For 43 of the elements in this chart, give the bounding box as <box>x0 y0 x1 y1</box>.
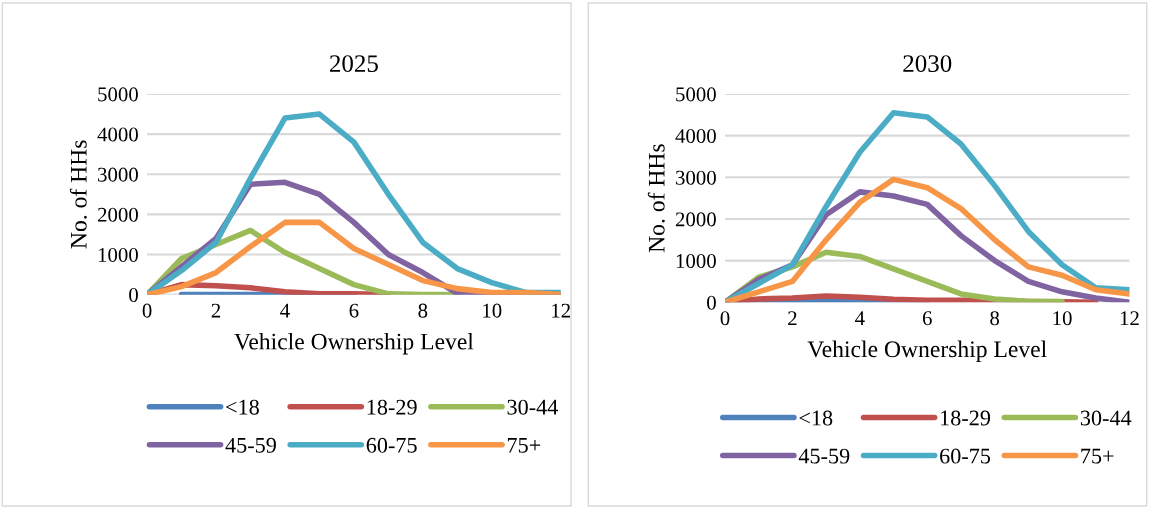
legend-label: 60-75 <box>366 437 417 453</box>
chart-title: 2025 <box>329 55 378 72</box>
y-tick-label: 5000 <box>676 87 716 102</box>
y-axis-title: No. of HHs <box>647 144 665 253</box>
x-tick-label: 10 <box>1053 311 1072 326</box>
y-tick-label: 4000 <box>97 127 138 142</box>
legend-label: 30-44 <box>507 399 558 415</box>
legend-label: 75+ <box>507 437 541 453</box>
y-tick-label: 1000 <box>676 253 716 269</box>
legend-label: 18-29 <box>367 399 417 415</box>
legend-label: 45-59 <box>798 448 850 464</box>
x-axis-title: Vehicle Ownership Level <box>807 340 1047 363</box>
x-tick-label: 12 <box>1120 311 1139 326</box>
x-tick-label: 12 <box>552 303 570 318</box>
y-tick-label: 2000 <box>675 212 716 227</box>
y-axis-title: No. of HHs <box>69 140 87 249</box>
x-tick-label: 0 <box>720 311 730 326</box>
y-tick-label: 2000 <box>97 207 138 222</box>
x-tick-label: 6 <box>349 303 359 318</box>
x-tick-label: 8 <box>990 311 1000 326</box>
legend-label: 60-75 <box>940 448 991 464</box>
y-tick-label: 0 <box>129 288 138 303</box>
legend-label: 45-59 <box>225 437 276 453</box>
y-tick-label: 1000 <box>98 247 138 262</box>
x-tick-label: 8 <box>418 303 428 318</box>
x-tick-label: 0 <box>142 303 152 318</box>
legend-label: <18 <box>226 399 259 415</box>
x-tick-label: 10 <box>483 303 502 318</box>
legend-label: <18 <box>799 410 833 426</box>
legend-label: 18-29 <box>941 410 991 426</box>
x-tick-label: 4 <box>855 311 865 326</box>
legend-label: 75+ <box>1081 448 1114 464</box>
legend-label: 30-44 <box>1080 410 1132 426</box>
x-tick-label: 2 <box>211 303 221 318</box>
chart-title: 2030 <box>903 55 952 72</box>
x-tick-label: 6 <box>922 311 932 326</box>
y-tick-label: 4000 <box>675 129 716 144</box>
x-tick-label: 4 <box>280 303 290 318</box>
y-tick-label: 3000 <box>676 170 716 185</box>
x-axis-title: Vehicle Ownership Level <box>234 332 474 355</box>
y-tick-label: 3000 <box>98 167 138 182</box>
x-tick-label: 2 <box>788 311 797 326</box>
y-tick-label: 5000 <box>98 87 138 102</box>
